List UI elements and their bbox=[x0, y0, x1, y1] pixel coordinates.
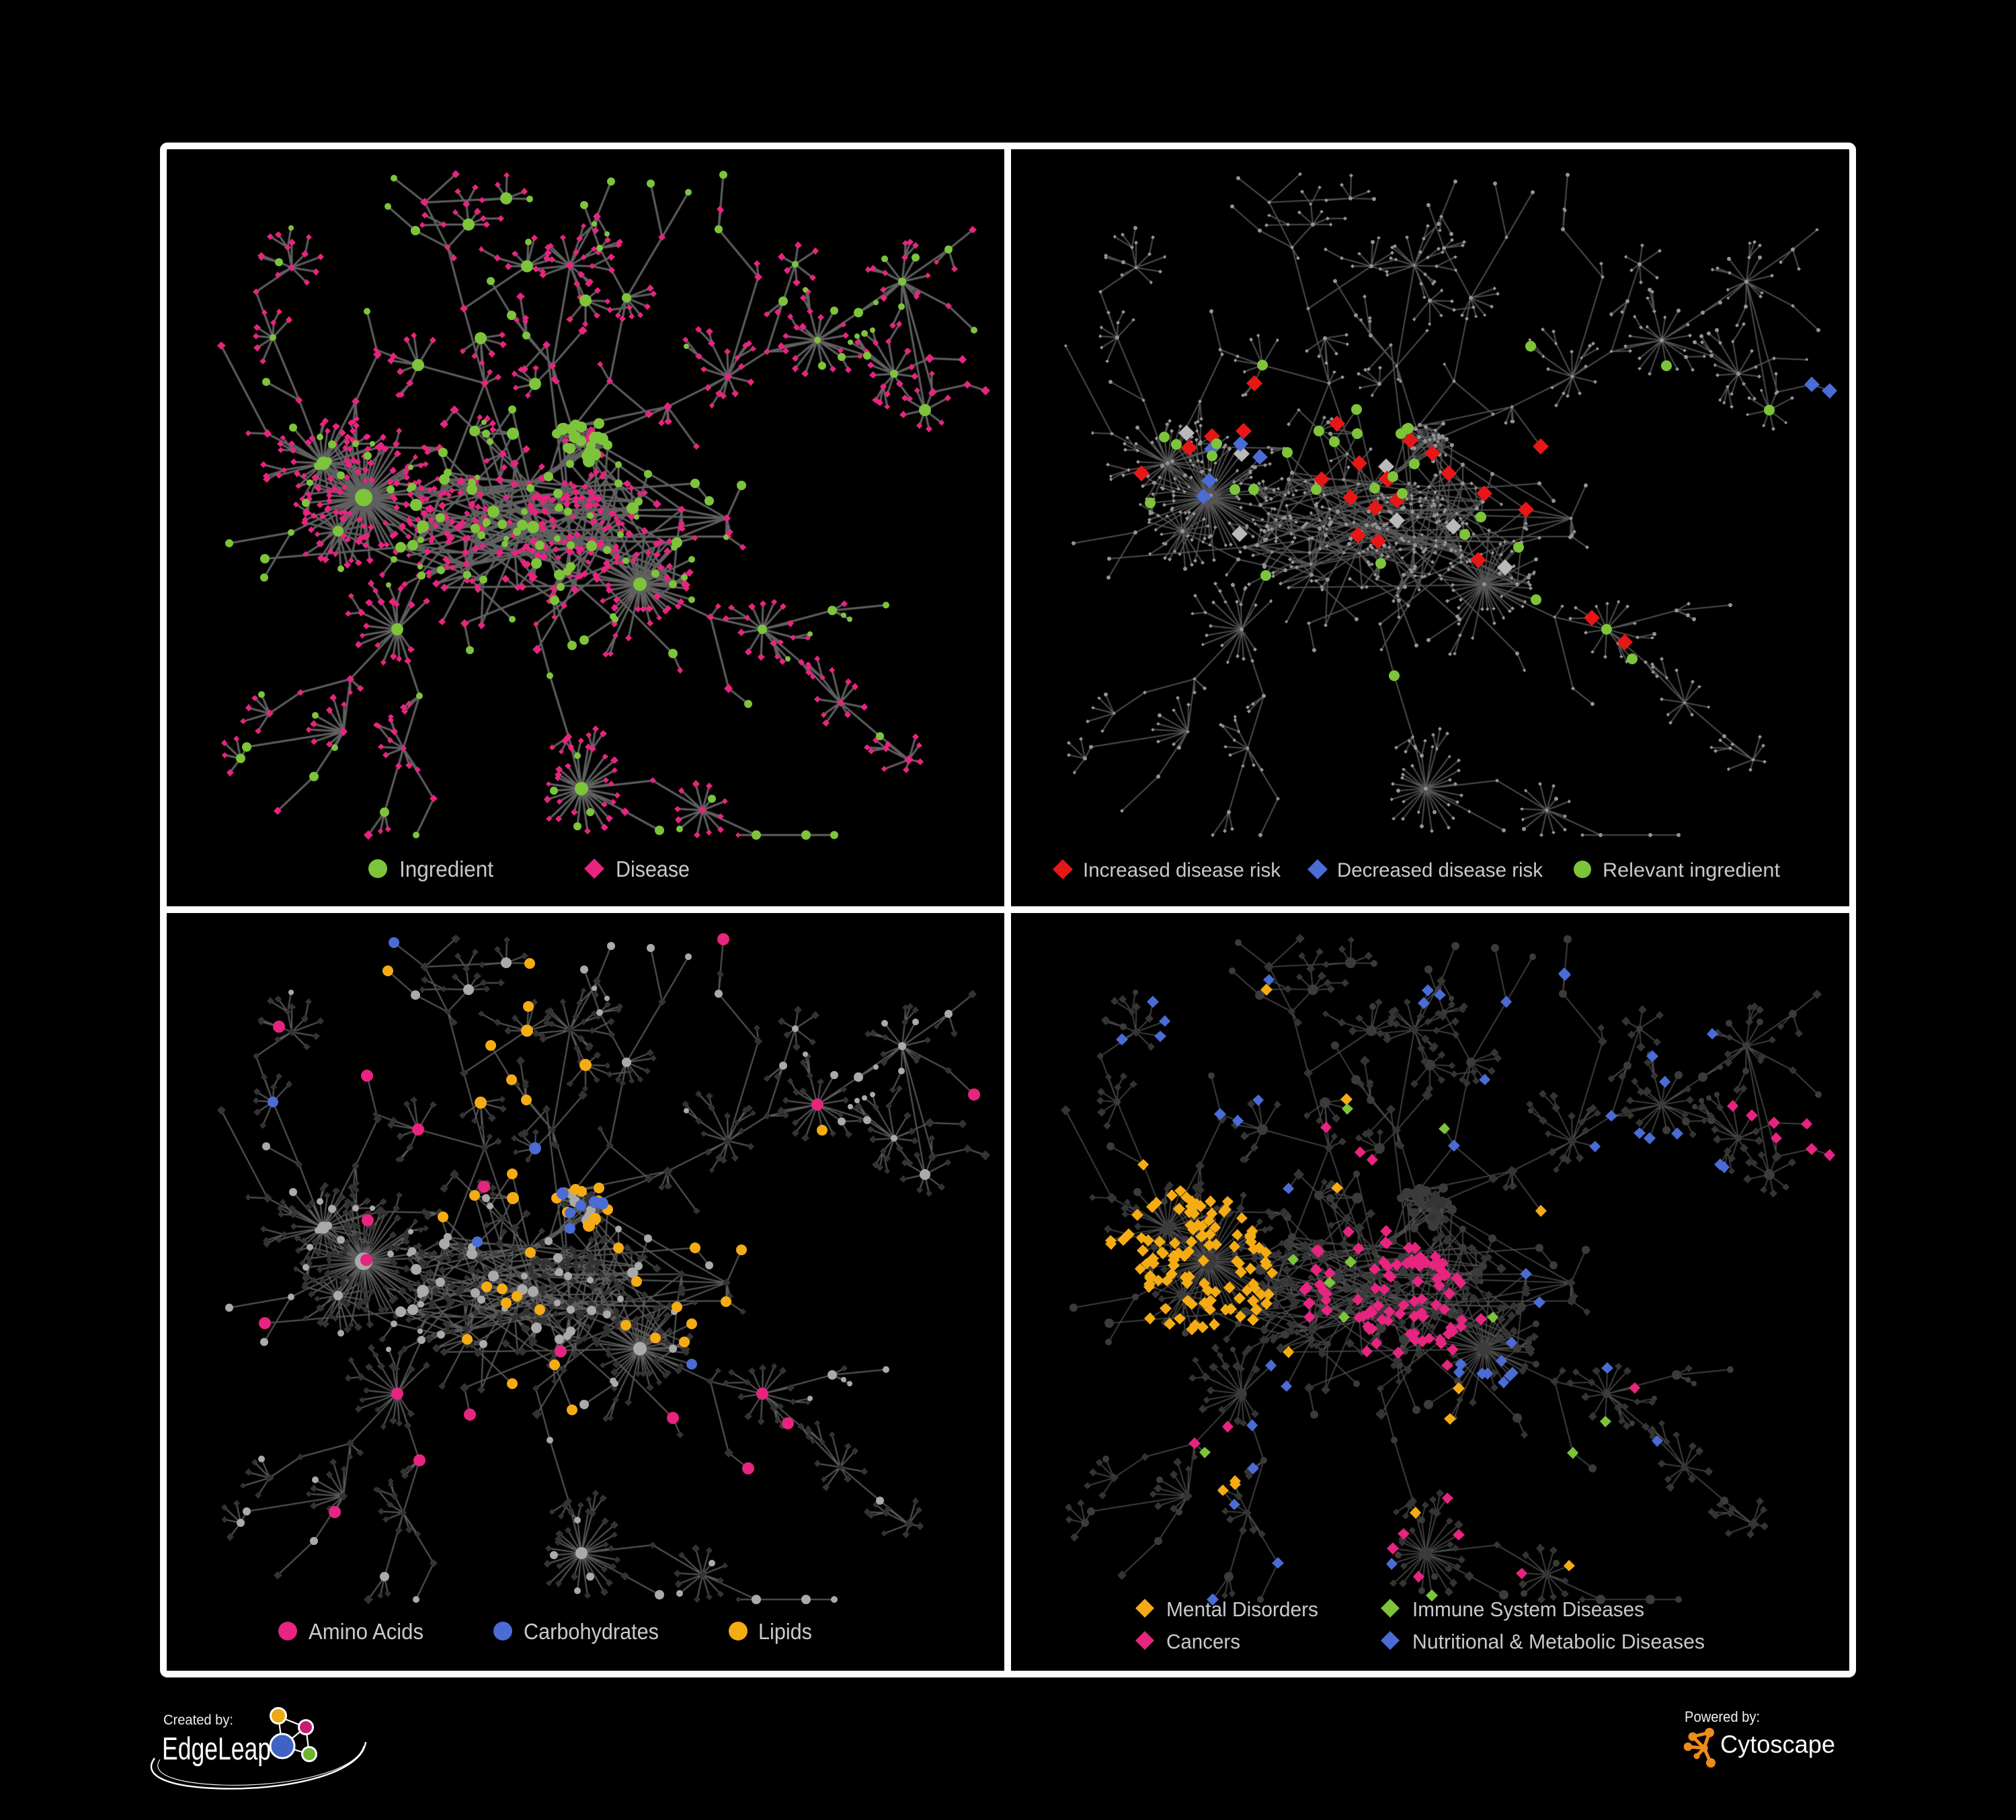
svg-text:EdgeLeap: EdgeLeap bbox=[162, 1731, 271, 1766]
svg-text:Cancers: Cancers bbox=[1166, 1630, 1240, 1653]
svg-text:Immune System Diseases: Immune System Diseases bbox=[1412, 1597, 1644, 1621]
svg-text:Powered by:: Powered by: bbox=[1685, 1708, 1760, 1725]
svg-text:Disease: Disease bbox=[616, 857, 690, 881]
svg-text:Nutritional & Metabolic Diseas: Nutritional & Metabolic Diseases bbox=[1412, 1630, 1705, 1653]
svg-text:Mental Disorders: Mental Disorders bbox=[1166, 1597, 1318, 1621]
svg-text:Lipids: Lipids bbox=[758, 1619, 812, 1644]
svg-text:Increased disease risk: Increased disease risk bbox=[1083, 859, 1281, 881]
svg-text:Ingredient: Ingredient bbox=[399, 857, 493, 881]
svg-text:Carbohydrates: Carbohydrates bbox=[524, 1619, 659, 1644]
svg-text:Relevant ingredient: Relevant ingredient bbox=[1603, 859, 1781, 881]
svg-text:Cytoscape: Cytoscape bbox=[1720, 1731, 1835, 1758]
svg-text:Decreased disease risk: Decreased disease risk bbox=[1337, 859, 1543, 881]
svg-text:Created by:: Created by: bbox=[163, 1712, 233, 1728]
svg-text:Amino Acids: Amino Acids bbox=[309, 1619, 424, 1644]
